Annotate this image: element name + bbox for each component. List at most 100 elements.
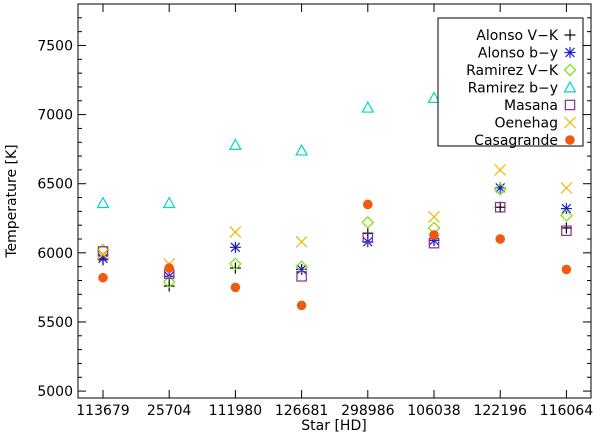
point-dot-shape <box>296 300 307 311</box>
legend-marker-x <box>564 116 576 129</box>
point-x-stroke <box>97 248 109 261</box>
x-tick-label: 126681 <box>275 403 328 419</box>
point-triangle <box>361 100 375 113</box>
point-triangle-shape <box>361 100 375 113</box>
legend-label: Oenehag <box>495 116 558 132</box>
point-asterisk <box>560 203 572 215</box>
legend-marker-dot <box>565 135 575 145</box>
y-ticks: 5000 5500 6000 6500 7000 7500 <box>37 17 591 400</box>
point-square-shape <box>97 246 109 257</box>
point-diamond-shape <box>493 182 507 196</box>
point-square-shape <box>296 271 307 282</box>
point-triangle <box>162 196 176 209</box>
point-x-stroke <box>560 181 573 194</box>
point-triangle <box>427 91 441 104</box>
x-tick-label: 113679 <box>76 403 129 419</box>
point-diamond <box>361 216 375 229</box>
point-square-shape <box>561 225 572 236</box>
legend-marker-dot-shape <box>565 135 575 145</box>
point-square <box>97 246 109 257</box>
point-diamond-shape <box>361 216 375 229</box>
legend-label: Ramirez b−y <box>468 81 558 97</box>
point-asterisk <box>296 263 308 275</box>
x-tick-label: 122196 <box>473 403 527 419</box>
x-ticks: 113679 25704 111980 126681 298986 106038 12219… <box>76 4 593 419</box>
legend-marker-diamond-shape <box>563 63 577 77</box>
legend-box <box>437 17 584 147</box>
point-diamond-shape <box>162 275 176 289</box>
y-tick-label: 5500 <box>37 315 73 331</box>
point-dot-shape <box>98 272 108 283</box>
point-x <box>97 248 109 261</box>
point-x-stroke <box>494 163 507 176</box>
point-x <box>494 163 507 176</box>
point-dot-shape <box>561 264 572 275</box>
point-dot-shape <box>429 230 439 240</box>
legend-label: Masana <box>504 98 558 114</box>
point-dot <box>495 234 506 244</box>
point-diamond <box>162 275 176 289</box>
point-plus <box>560 222 572 234</box>
point-diamond <box>229 257 242 271</box>
y-tick-label: 7500 <box>37 38 73 54</box>
point-square-shape <box>494 201 506 213</box>
point-dot-shape <box>495 234 506 244</box>
legend-marker-x-stroke <box>564 116 576 129</box>
legend-label: Alonso V−K <box>476 28 559 44</box>
y-tick-label: 6500 <box>37 177 73 193</box>
x-tick-label: 106038 <box>407 403 460 419</box>
point-square <box>362 232 374 243</box>
legend-marker-square-shape <box>564 99 576 111</box>
legend-label: Ramirez V−K <box>466 63 559 79</box>
plot-frame <box>77 3 592 399</box>
point-triangle <box>96 196 110 209</box>
point-dot <box>98 272 108 283</box>
point-x <box>560 181 573 194</box>
point-diamond-shape <box>560 209 573 222</box>
point-dot <box>363 199 373 210</box>
point-asterisk <box>229 241 241 253</box>
point-dot-shape <box>363 199 373 210</box>
x-tick-label: 298986 <box>341 403 395 419</box>
data-points <box>96 91 573 311</box>
point-triangle-shape <box>228 138 242 151</box>
point-plus <box>494 201 506 213</box>
legend-marker-diamond <box>563 63 577 77</box>
point-x-stroke <box>229 226 242 239</box>
point-x <box>229 226 242 239</box>
point-dot <box>164 263 174 273</box>
point-dot <box>561 264 572 275</box>
point-triangle-shape <box>295 143 309 156</box>
point-plus <box>163 280 175 292</box>
legend-marker-asterisk <box>564 47 576 58</box>
point-dot <box>429 230 439 240</box>
legend-marker-triangle-shape <box>563 80 577 93</box>
legend-marker-square <box>564 99 576 111</box>
point-x-stroke <box>428 210 440 223</box>
point-diamond <box>493 182 507 196</box>
legend-label: Alonso b−y <box>478 46 558 62</box>
legend-label: Casagrande <box>474 133 558 149</box>
point-dot-shape <box>230 282 241 293</box>
point-x <box>428 210 440 223</box>
point-triangle <box>295 143 309 156</box>
point-dot <box>296 300 307 311</box>
x-tick-label: 25704 <box>147 403 192 419</box>
legend-marker-triangle <box>563 80 577 93</box>
x-axis-label: Star [HD] <box>301 418 366 434</box>
point-diamond <box>560 209 573 222</box>
point-x-stroke <box>295 235 308 248</box>
y-axis-label: Temperature [K] <box>4 144 20 258</box>
point-square <box>561 225 572 236</box>
point-x <box>295 235 308 248</box>
point-triangle-shape <box>96 196 110 209</box>
point-square <box>494 201 506 213</box>
point-square-shape <box>362 232 374 243</box>
x-tick-label: 116064 <box>540 403 594 419</box>
point-dot <box>230 282 241 293</box>
point-diamond-shape <box>229 257 242 271</box>
point-dot-shape <box>164 263 174 273</box>
point-triangle-shape <box>427 91 441 104</box>
